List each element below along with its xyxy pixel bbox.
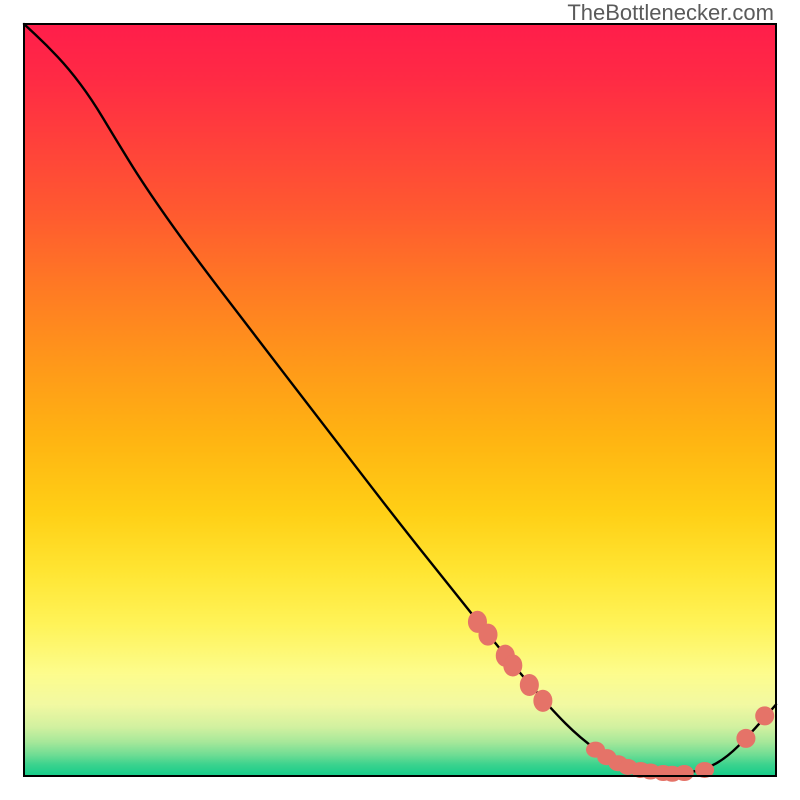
- curve-path: [24, 24, 776, 773]
- data-marker: [534, 690, 552, 711]
- data-marker: [737, 729, 755, 747]
- watermark-text: TheBottlenecker.com: [567, 0, 774, 26]
- data-marker: [675, 765, 693, 780]
- chart-overlay: [0, 0, 800, 800]
- data-marker: [756, 707, 774, 725]
- chart-root: TheBottlenecker.com: [0, 0, 800, 800]
- data-marker: [520, 674, 538, 695]
- chart-curve: [24, 24, 776, 773]
- data-marker: [504, 655, 522, 676]
- chart-border: [24, 24, 776, 776]
- data-marker: [479, 624, 497, 645]
